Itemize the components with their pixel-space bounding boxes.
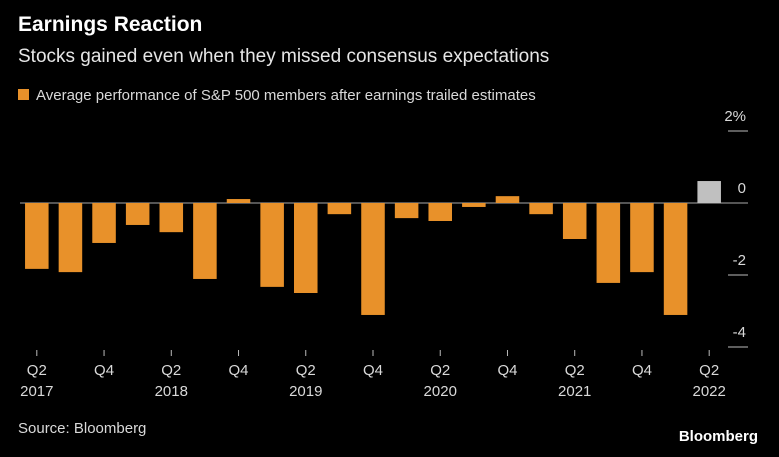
bar [428,203,453,221]
x-tick-label: Q4 [94,362,114,379]
chart-subtitle: Stocks gained even when they missed cons… [18,46,549,67]
bar [58,203,83,273]
bar [125,203,150,225]
bar [361,203,385,315]
x-tick-label: Q4 [497,362,517,379]
x-tick-label: Q2 2020 [424,362,457,400]
bar [159,203,184,233]
brand: Bloomberg [679,428,758,445]
bar [495,196,520,203]
bar [193,203,217,279]
x-tick-label: Q2 2018 [155,362,188,400]
y-tick-label: -2 [733,252,746,269]
y-tick-label: 2% [724,108,746,125]
bar [226,199,251,203]
y-tick-label: -4 [733,324,746,341]
y-tick-label: 0 [738,180,746,197]
chart-title: Earnings Reaction [18,13,202,36]
x-tick-label: Q2 2017 [20,362,53,400]
bar [562,203,587,239]
x-tick-label: Q4 [632,362,652,379]
bar [25,203,49,269]
bar [260,203,284,287]
source: Source: Bloomberg [18,420,146,437]
bar [529,203,553,215]
bar [596,203,621,283]
x-tick-label: Q2 2021 [558,362,591,400]
x-tick-label: Q2 2019 [289,362,322,400]
bar [293,203,318,293]
bar [462,203,486,207]
x-tick-label: Q4 [229,362,249,379]
bar [630,203,654,273]
bar [92,203,116,243]
bar [327,203,352,215]
x-tick-label: Q4 [363,362,383,379]
x-tick-label: Q2 2022 [693,362,726,400]
bar [394,203,419,219]
legend-swatch [18,89,29,100]
bar [697,181,721,203]
legend-label: Average performance of S&P 500 members a… [36,87,536,104]
bar [663,203,688,315]
